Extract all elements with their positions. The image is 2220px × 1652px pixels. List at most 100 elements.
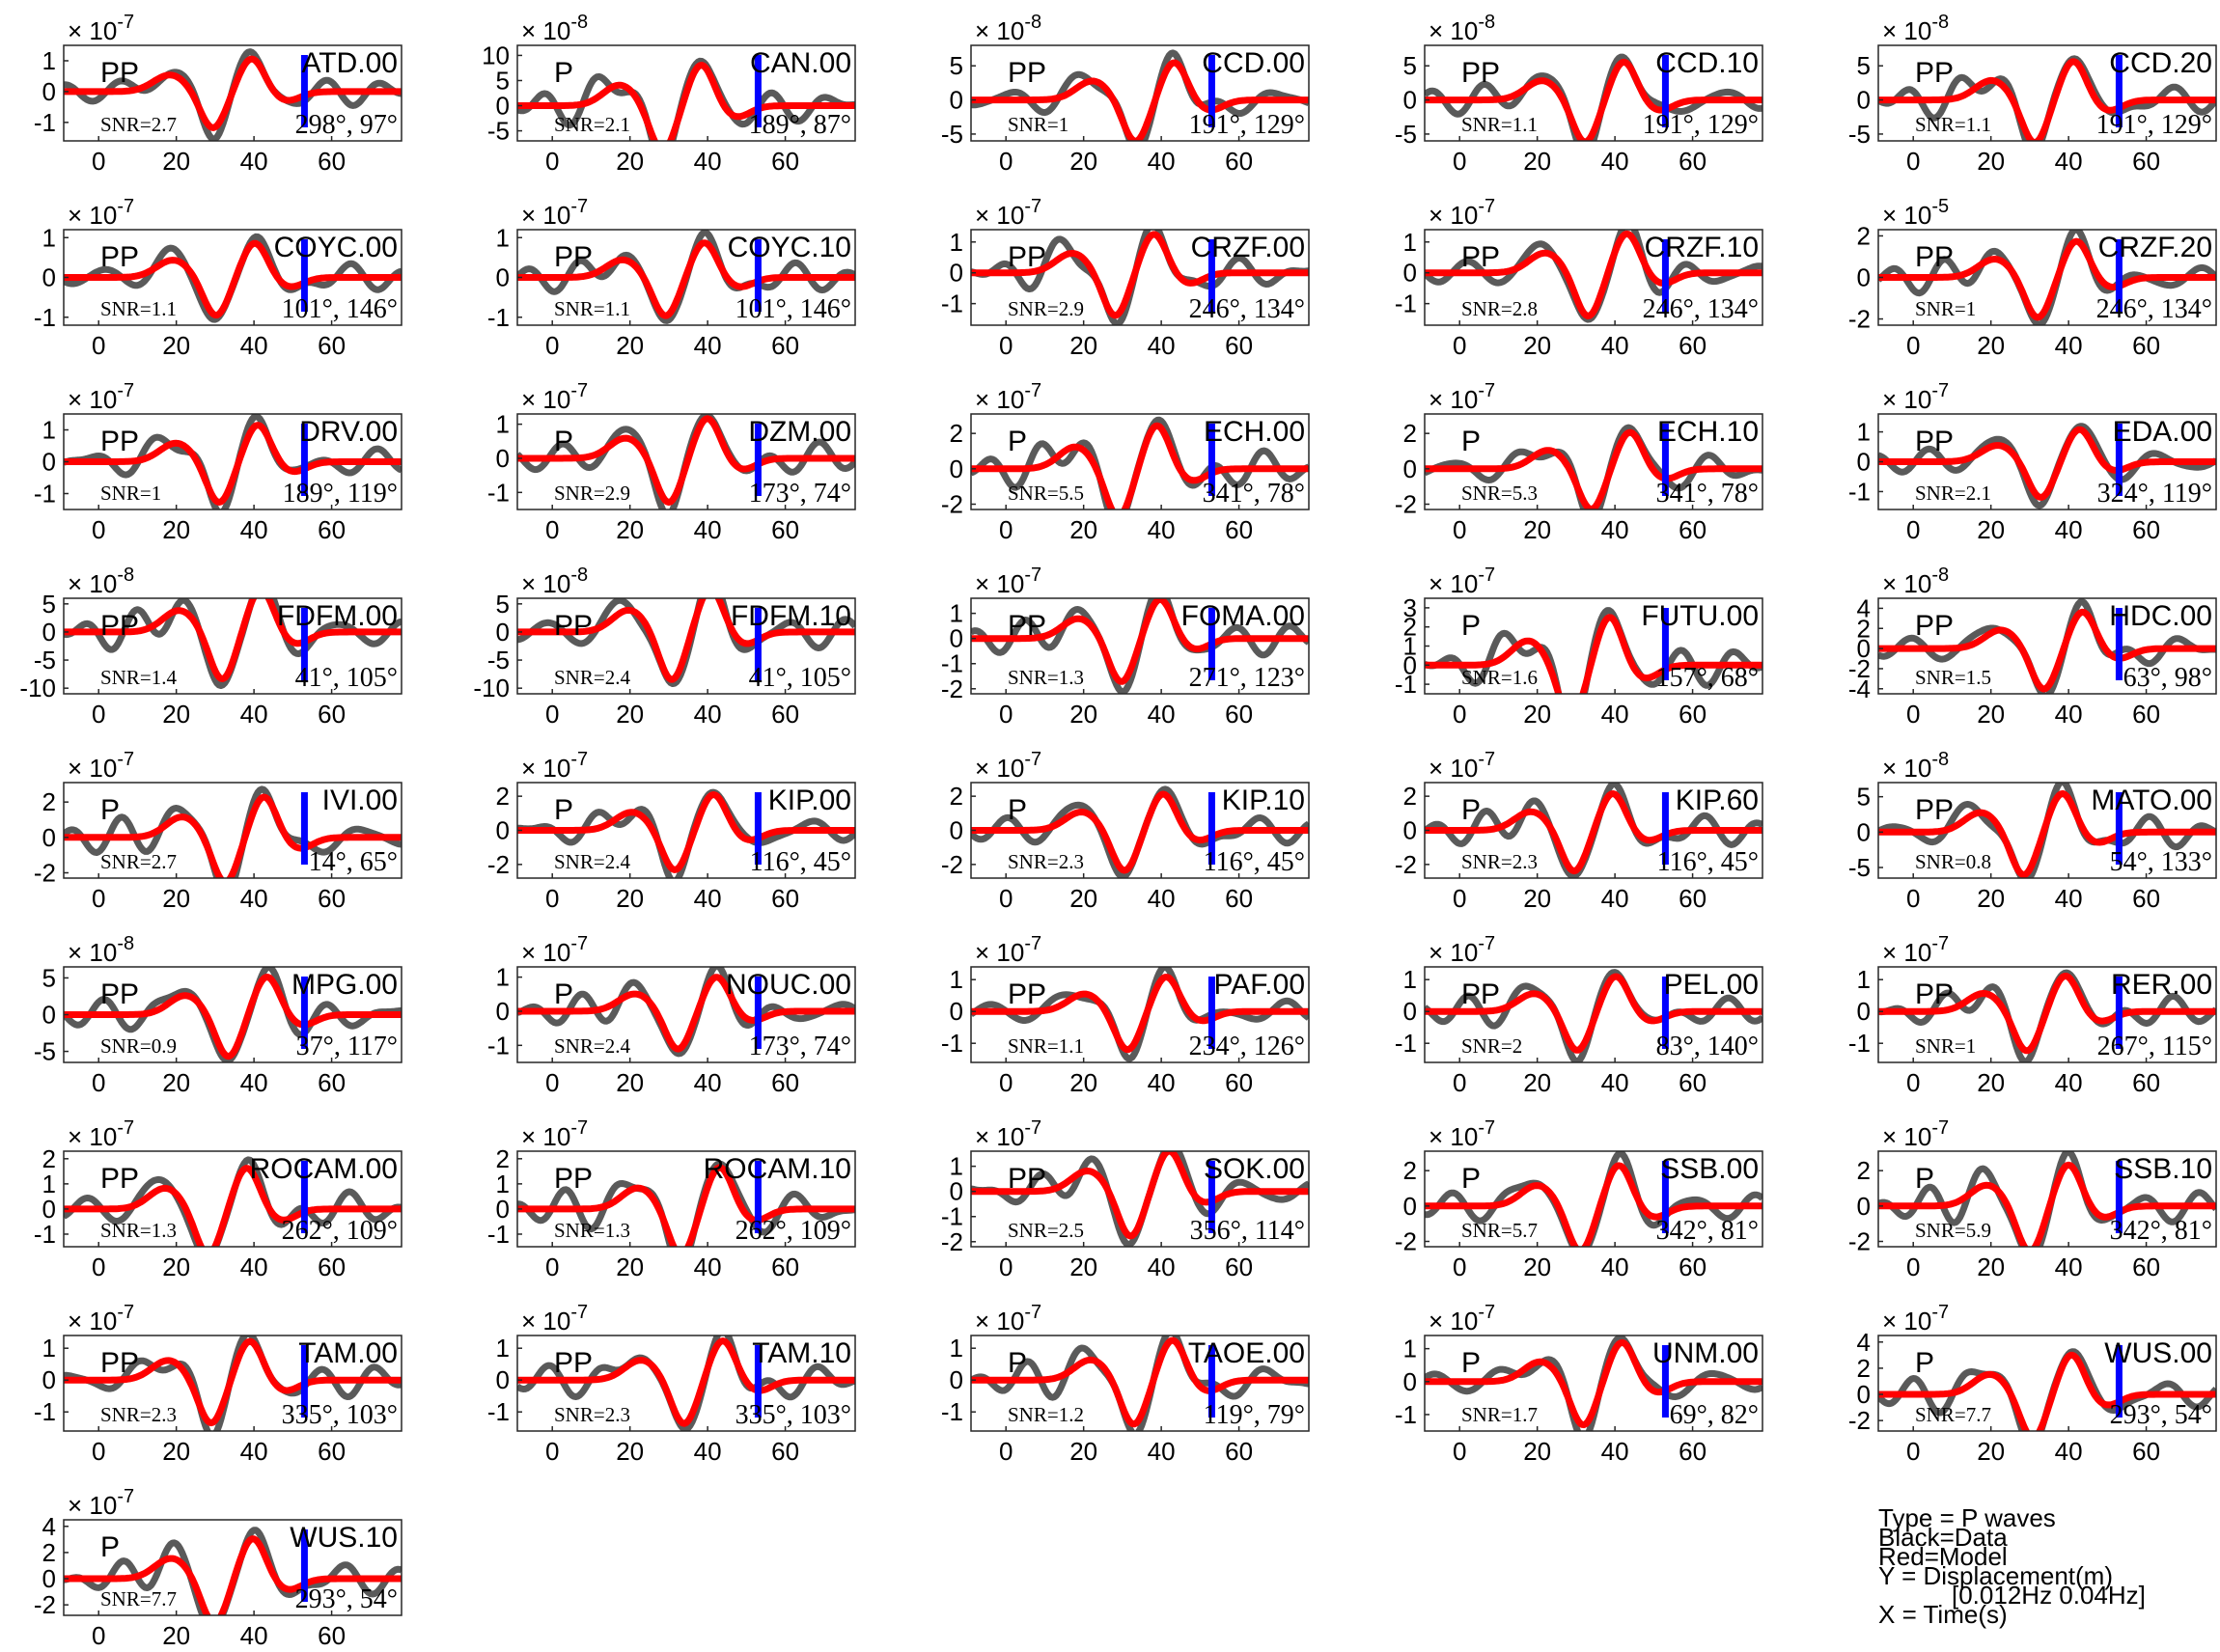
y-tick-label: 1 <box>950 228 963 257</box>
azimuth-label: 189°, 87° <box>749 110 851 140</box>
x-tick-label: 60 <box>1679 147 1707 176</box>
x-tick-label: 40 <box>2055 147 2083 176</box>
y-exponent-label: × 10-8 <box>68 933 134 967</box>
y-tick-label: 1 <box>950 1334 963 1363</box>
model-trace <box>1425 790 1762 875</box>
snr-label: SNR=1.7 <box>1461 1403 1538 1426</box>
x-tick-label: 20 <box>1977 515 2005 544</box>
y-tick-label: 2 <box>1403 419 1417 448</box>
axes-box <box>1424 413 1763 510</box>
model-trace <box>64 1337 402 1427</box>
azimuth-label: 324°, 119° <box>2097 479 2212 509</box>
y-tick-label: 5 <box>496 66 510 95</box>
model-trace <box>1878 426 2216 501</box>
axes-box <box>516 413 856 510</box>
azimuth-label: 341°, 78° <box>1656 479 1759 509</box>
x-tick-label: 40 <box>694 884 722 913</box>
y-tick-label: 1 <box>42 1170 56 1198</box>
x-tick-label: 20 <box>616 1253 644 1281</box>
x-tick-label: 20 <box>1069 147 1097 176</box>
y-tick-label: 1 <box>1403 632 1417 661</box>
x-tick-label: 40 <box>2055 515 2083 544</box>
y-tick-label: -2 <box>1395 1227 1417 1256</box>
x-tick-label: 60 <box>771 884 799 913</box>
azimuth-label: 356°, 114° <box>1190 1216 1305 1246</box>
phase-label: P <box>1461 1347 1481 1379</box>
azimuth-label: 54°, 133° <box>2110 847 2212 877</box>
station-label: ROCAM.00 <box>250 1153 398 1185</box>
x-tick-label: 60 <box>2132 515 2160 544</box>
phase-label: PP <box>1008 978 1046 1010</box>
phase-label: P <box>1915 1347 1934 1379</box>
y-tick-label: 0 <box>1857 997 1871 1026</box>
x-tick-label: 20 <box>616 884 644 913</box>
phase-label: PP <box>1915 610 1954 642</box>
snr-label: SNR=2.4 <box>554 666 630 689</box>
x-tick-label: 40 <box>2055 331 2083 360</box>
y-tick-label: -1 <box>1395 670 1417 699</box>
x-tick-label: 0 <box>545 1437 559 1466</box>
station-label: SSB.00 <box>1660 1153 1759 1185</box>
y-tick-label: 2 <box>496 1144 510 1173</box>
x-tick-label: 0 <box>1453 1253 1466 1281</box>
x-tick-label: 60 <box>1225 515 1253 544</box>
station-label: CRZF.10 <box>1645 232 1759 263</box>
station-label: HDC.00 <box>2109 600 2212 632</box>
model-trace <box>517 1164 855 1247</box>
x-tick-label: 60 <box>2132 1253 2160 1281</box>
x-tick-label: 40 <box>2055 884 2083 913</box>
azimuth-label: 262°, 109° <box>735 1216 851 1246</box>
y-tick-label: -2 <box>941 1227 963 1256</box>
x-tick-label: 20 <box>162 884 190 913</box>
y-tick-label: 1 <box>1403 1335 1417 1363</box>
y-exponent-label: × 10-8 <box>521 12 588 45</box>
x-tick-label: 0 <box>999 515 1013 544</box>
axes-box <box>516 1335 856 1432</box>
panel-ccd-20: 0 20 40 60 5 0 -5 × 10-8 PP CCD.20 SNR=1.1 191°, 12… <box>1848 12 2217 176</box>
y-exponent-label: × 10-7 <box>68 196 134 230</box>
model-trace <box>1878 789 2216 878</box>
model-trace <box>517 598 855 683</box>
azimuth-label: 69°, 82° <box>1670 1400 1759 1430</box>
x-tick-label: 0 <box>92 1437 105 1466</box>
y-tick-label: 0 <box>1857 263 1871 292</box>
phase-label: PP <box>1008 57 1046 89</box>
y-tick-label: -4 <box>1848 675 1871 703</box>
x-tick-label: 60 <box>2132 1437 2160 1466</box>
x-tick-label: 40 <box>2055 1253 2083 1281</box>
azimuth-label: 83°, 140° <box>1656 1032 1759 1061</box>
x-tick-label: 40 <box>2055 700 2083 729</box>
azimuth-label: 157°, 68° <box>1656 663 1759 693</box>
station-label: CRZF.20 <box>2098 232 2212 263</box>
snr-label: SNR=0.9 <box>100 1034 177 1058</box>
y-tick-label: 0 <box>1857 634 1871 663</box>
x-tick-label: 0 <box>92 147 105 176</box>
snr-label: SNR=2.7 <box>100 113 177 136</box>
legend-xaxis-label: X = Time(s) <box>1878 1600 2008 1629</box>
y-tick-label: -1 <box>34 1220 56 1249</box>
y-tick-label: 0 <box>496 1195 510 1224</box>
x-tick-label: 60 <box>2132 331 2160 360</box>
station-label: WUS.00 <box>2104 1337 2212 1369</box>
model-trace <box>517 1337 855 1427</box>
snr-label: SNR=1.3 <box>100 1219 177 1242</box>
snr-label: SNR=2.3 <box>1008 850 1084 873</box>
model-trace <box>1425 58 1762 141</box>
x-tick-label: 60 <box>2132 700 2160 729</box>
x-tick-label: 40 <box>1601 515 1629 544</box>
phase-label: PP <box>100 610 139 642</box>
x-tick-label: 60 <box>771 1437 799 1466</box>
panel-coyc-00: 0 20 40 60 1 0 -1 × 10-7 PP COYC.00 SNR=1.1 101°, 1… <box>34 196 402 360</box>
station-label: MPG.00 <box>291 969 398 1001</box>
x-tick-label: 0 <box>1906 1253 1920 1281</box>
x-tick-label: 20 <box>1069 700 1097 729</box>
y-exponent-label: × 10-7 <box>975 1302 1041 1335</box>
y-tick-label: -2 <box>34 859 56 888</box>
x-tick-label: 20 <box>616 147 644 176</box>
y-tick-label: 0 <box>950 454 963 483</box>
